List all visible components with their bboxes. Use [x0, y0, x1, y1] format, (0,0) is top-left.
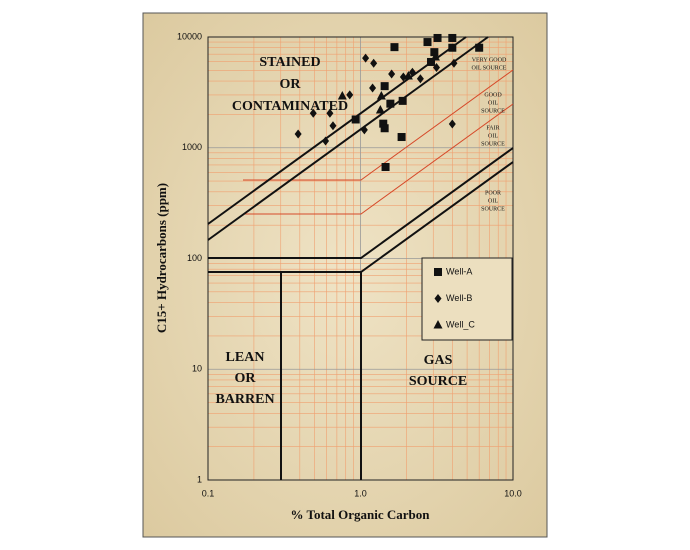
fair-boundary: [243, 103, 514, 215]
marker-triangle: [376, 91, 386, 100]
marker-square: [380, 82, 389, 91]
x-tick-label: 1.0: [354, 488, 367, 498]
marker-square: [351, 115, 360, 124]
marker-diamond: [450, 58, 458, 68]
poor-upper-boundary: [208, 147, 514, 259]
marker-square: [430, 48, 439, 57]
y-tick-label: 1: [197, 474, 202, 484]
marker-triangle: [375, 105, 385, 114]
marker-diamond: [326, 108, 334, 118]
region-label: SOURCE: [409, 374, 467, 389]
stained-upper-boundary: [207, 36, 467, 225]
region-label: OIL SOURCE: [472, 65, 507, 71]
region-label: CONTAMINATED: [232, 99, 348, 114]
good-boundary: [243, 69, 514, 181]
marker-diamond: [362, 53, 370, 63]
marker-square: [475, 43, 484, 52]
marker-diamond: [369, 83, 377, 93]
region-label: BARREN: [215, 392, 274, 407]
y-tick-label: 10000: [177, 31, 202, 41]
y-tick-label: 10: [192, 364, 202, 374]
marker-diamond: [388, 69, 396, 79]
x-tick-label: 10.0: [504, 488, 522, 498]
marker-square: [397, 133, 406, 142]
region-label: STAINED: [259, 55, 320, 70]
marker-diamond: [294, 129, 302, 139]
marker-square: [386, 99, 395, 108]
marker-diamond: [360, 125, 368, 135]
region-label: OR: [280, 77, 302, 92]
region-label: SOURCE: [481, 108, 505, 114]
marker-square: [398, 96, 407, 105]
marker-square: [448, 33, 457, 42]
y-axis-title: C15+ Hydrocarbons (ppm): [154, 183, 169, 333]
marker-diamond: [434, 294, 442, 303]
marker-square: [423, 38, 432, 47]
marker-triangle: [433, 320, 443, 329]
y-tick-label: 1000: [182, 142, 202, 152]
marker-diamond: [309, 108, 317, 118]
red-boundaries: [243, 69, 514, 215]
region-label: POOR: [485, 190, 501, 196]
marker-square: [448, 43, 457, 52]
marker-square: [381, 163, 390, 172]
y-tick-label: 100: [187, 253, 202, 263]
legend-label: Well-A: [446, 266, 472, 276]
region-label: OR: [235, 371, 257, 386]
marker-square: [427, 57, 436, 66]
region-label: OIL: [488, 133, 498, 139]
region-label: LEAN: [226, 350, 265, 365]
marker-diamond: [346, 90, 354, 100]
marker-square: [390, 43, 399, 52]
black-boundaries: [207, 36, 514, 480]
marker-diamond: [416, 74, 424, 84]
region-label: VERY GOOD: [472, 57, 507, 63]
region-label: GOOD: [484, 92, 502, 98]
x-tick-label: 0.1: [202, 488, 215, 498]
marker-triangle: [337, 91, 347, 100]
marker-square: [434, 268, 442, 276]
region-label: GAS: [424, 353, 453, 368]
marker-diamond: [408, 67, 416, 77]
region-label: OIL: [488, 100, 498, 106]
marker-diamond: [329, 121, 337, 131]
marker-triangle: [430, 51, 440, 61]
legend-label: Well-B: [446, 293, 472, 303]
marker-diamond: [448, 119, 456, 129]
legend-label: Well_C: [446, 319, 475, 329]
marker-square: [380, 124, 389, 133]
marker-diamond: [432, 63, 440, 73]
marker-diamond: [322, 136, 330, 146]
region-label: SOURCE: [481, 141, 505, 147]
marker-triangle: [403, 70, 413, 80]
region-label: OIL: [488, 198, 498, 204]
x-axis-title: % Total Organic Carbon: [290, 507, 430, 522]
marker-square: [379, 119, 388, 128]
region-label: FAIR: [486, 125, 499, 131]
region-label: SOURCE: [481, 206, 505, 212]
marker-square: [433, 33, 442, 42]
stained-lower-boundary: [207, 36, 489, 241]
marker-diamond: [370, 58, 378, 68]
